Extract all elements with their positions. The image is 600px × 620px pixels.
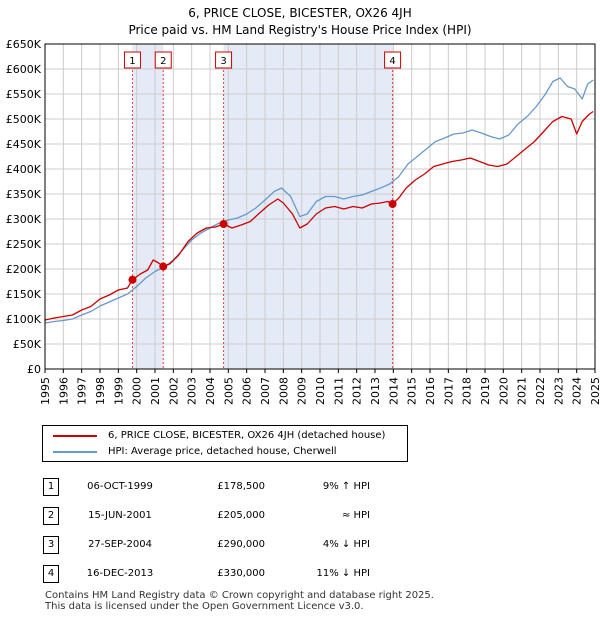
table-row: 2 15-JUN-2001 £205,000 ≈ HPI: [0, 507, 600, 525]
legend-swatch-price: [53, 435, 97, 437]
sale-marker-label: 3: [220, 56, 226, 67]
x-tick-label: 2023: [552, 377, 565, 405]
y-tick-label: £150K: [6, 288, 42, 301]
sale-hpi-comparison: 9% ↑ HPI: [322, 481, 370, 492]
sale-number-badge: 1: [43, 478, 59, 496]
x-tick-label: 1998: [94, 377, 107, 405]
sale-number-badge: 3: [43, 536, 59, 554]
x-tick-label: 1999: [112, 377, 125, 405]
x-tick-label: 2022: [534, 377, 547, 405]
sale-marker-label: 2: [160, 56, 166, 67]
y-tick-label: £550K: [6, 88, 42, 101]
legend: 6, PRICE CLOSE, BICESTER, OX26 4JH (deta…: [42, 425, 408, 462]
y-tick-label: £50K: [13, 338, 42, 351]
footer-copyright: Contains HM Land Registry data © Crown c…: [45, 590, 434, 601]
sale-date: 16-DEC-2013: [86, 568, 154, 579]
x-tick-label: 2014: [387, 377, 400, 405]
footer-license: This data is licensed under the Open Gov…: [45, 601, 364, 612]
sale-marker-label: 4: [389, 56, 395, 67]
sale-hpi-comparison: ≈ HPI: [341, 510, 370, 521]
sale-point: [159, 262, 168, 271]
legend-label-hpi: HPI: Average price, detached house, Cher…: [108, 446, 337, 457]
x-tick-label: 1996: [57, 377, 70, 405]
x-tick-label: 2007: [259, 377, 272, 405]
x-tick-label: 2010: [314, 377, 327, 405]
sale-marker-box: [384, 51, 402, 69]
footer: Contains HM Land Registry data © Crown c…: [45, 590, 434, 612]
price-chart: £0 £50K £100K £150K £200K £250K £300K £350K £400…: [6, 38, 600, 405]
x-tick-label: 2005: [222, 377, 235, 405]
x-tick-label: 2004: [204, 377, 217, 405]
sale-hpi-comparison: 11% ↓ HPI: [316, 568, 370, 579]
x-tick-label: 2018: [461, 377, 474, 405]
x-tick-label: 2001: [149, 377, 162, 405]
sale-marker-box: [123, 51, 141, 69]
x-tick-label: 2017: [442, 377, 455, 405]
x-tick-label: 2019: [479, 377, 492, 405]
x-tick-label: 2016: [424, 377, 437, 405]
sale-hpi-comparison: 4% ↓ HPI: [322, 539, 370, 550]
sale-price: £205,000: [217, 510, 265, 521]
table-row: 3 27-SEP-2004 £290,000 4% ↓ HPI: [0, 536, 600, 554]
x-tick-label: 2020: [497, 377, 510, 405]
x-tick-label: 2003: [186, 377, 199, 405]
chart-title: 6, PRICE CLOSE, BICESTER, OX26 4JH: [188, 6, 412, 20]
legend-label-price: 6, PRICE CLOSE, BICESTER, OX26 4JH (deta…: [108, 430, 386, 441]
y-tick-label: £400K: [6, 163, 42, 176]
shaded-period: [132, 44, 164, 369]
x-tick-label: 2008: [277, 377, 290, 405]
sale-point: [128, 275, 137, 284]
sale-price: £290,000: [217, 539, 265, 550]
y-tick-label: £250K: [6, 238, 42, 251]
y-tick-label: £0: [27, 363, 41, 376]
sale-date: 27-SEP-2004: [88, 539, 152, 550]
sale-date: 06-OCT-1999: [87, 481, 153, 492]
x-tick-label: 2002: [167, 377, 180, 405]
x-tick-label: 2013: [369, 377, 382, 405]
hpi-series-line: [44, 77, 594, 324]
x-tick-label: 2009: [296, 377, 309, 405]
sale-number-badge: 2: [43, 507, 59, 525]
plot-frame: [44, 43, 596, 370]
y-tick-label: £450K: [6, 138, 42, 151]
legend-swatch-hpi: [53, 451, 97, 453]
x-tick-label: 2024: [571, 377, 584, 405]
chart-subtitle: Price paid vs. HM Land Registry's House …: [128, 23, 472, 37]
x-tick-label: 2015: [406, 377, 419, 405]
sale-number-badge: 4: [43, 565, 59, 583]
y-tick-label: £500K: [6, 113, 42, 126]
x-tick-label: 2006: [241, 377, 254, 405]
x-tick-label: 2012: [351, 377, 364, 405]
y-tick-label: £600K: [6, 63, 42, 76]
sale-price: £178,500: [217, 481, 265, 492]
table-row: 4 16-DEC-2013 £330,000 11% ↓ HPI: [0, 565, 600, 583]
y-tick-label: £200K: [6, 263, 42, 276]
x-tick-label: 1995: [39, 377, 52, 405]
x-tick-label: 2025: [589, 377, 600, 405]
sale-marker-label: 1: [129, 56, 135, 67]
sale-point: [388, 200, 397, 208]
table-row: 1 06-OCT-1999 £178,500 9% ↑ HPI: [0, 478, 600, 496]
x-tick-label: 2021: [516, 377, 529, 405]
price-series-line: [44, 110, 594, 321]
sale-price: £330,000: [217, 568, 265, 579]
y-tick-label: £100K: [6, 313, 42, 326]
y-tick-label: £650K: [6, 38, 42, 51]
x-tick-label: 2011: [332, 377, 345, 405]
y-tick-label: £300K: [6, 213, 42, 226]
x-tick-label: 2000: [131, 377, 144, 405]
shaded-period: [223, 44, 393, 369]
x-tick-label: 1997: [76, 377, 89, 405]
sale-marker-box: [215, 51, 233, 69]
sale-point: [219, 220, 228, 228]
y-tick-label: £350K: [6, 188, 42, 201]
sale-marker-box: [154, 51, 172, 69]
sale-date: 15-JUN-2001: [88, 510, 152, 521]
